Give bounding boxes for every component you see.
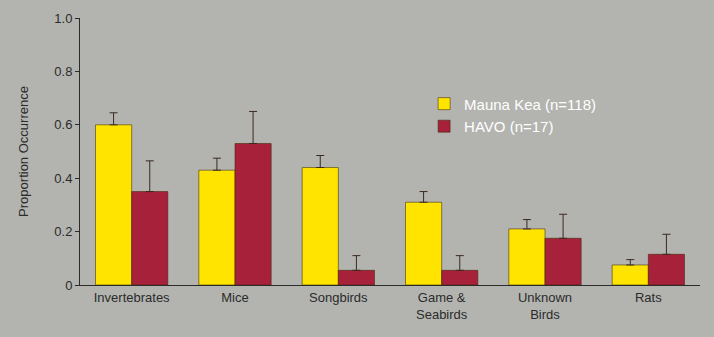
svg-text:0.6: 0.6 [54,117,72,132]
svg-text:0: 0 [65,278,72,293]
svg-text:Game &Seabirds: Game &Seabirds [416,290,468,322]
svg-text:0.2: 0.2 [54,224,72,239]
svg-text:Songbirds: Songbirds [309,290,368,305]
svg-text:Rats: Rats [635,290,662,305]
svg-text:0.8: 0.8 [54,64,72,79]
svg-text:HAVO (n=17): HAVO (n=17) [464,118,553,135]
svg-text:UnknownBirds: UnknownBirds [518,290,572,322]
svg-text:Invertebrates: Invertebrates [94,290,170,305]
svg-text:0.4: 0.4 [54,171,72,186]
svg-text:Proportion Occurrence: Proportion Occurrence [16,86,31,217]
svg-text:1.0: 1.0 [54,11,72,26]
svg-text:Mauna Kea (n=118): Mauna Kea (n=118) [464,96,596,113]
svg-text:Mice: Mice [221,290,248,305]
